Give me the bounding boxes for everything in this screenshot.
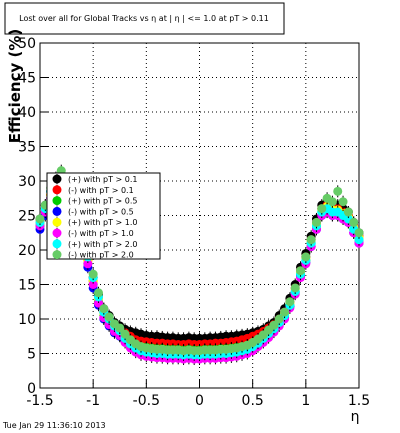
x-tick-labels: -1.5 -1 -0.5 0 0.5 1 1.5: [26, 393, 370, 409]
x-tick-label: -0.5: [133, 393, 160, 409]
data-point: [35, 214, 45, 224]
data-point: [88, 280, 98, 289]
data-point: [269, 320, 279, 330]
legend-marker: [52, 239, 62, 249]
y-tick-label: 45: [18, 71, 36, 87]
data-point: [274, 314, 284, 324]
y-tick-label: 15: [18, 278, 36, 294]
data-point: [285, 297, 295, 307]
legend-item: (-) with pT > 0.5: [52, 206, 134, 217]
legend-label: (+) with pT > 1.0: [68, 218, 137, 227]
data-point: [354, 235, 364, 245]
x-tick-label: 1: [301, 393, 310, 409]
data-point: [327, 197, 337, 207]
legend-label: (-) with pT > 0.5: [68, 207, 134, 216]
y-tick-label: 25: [18, 209, 36, 225]
x-tick-label: -1.5: [26, 393, 53, 409]
data-point: [317, 204, 327, 214]
data-point: [280, 307, 290, 317]
y-tick-label: 40: [18, 105, 36, 121]
x-axis-label: η: [351, 409, 360, 425]
legend: (+) with pT > 0.1 (-) with pT > 0.1 (+) wi…: [46, 172, 161, 260]
data-point: [83, 259, 93, 269]
x-tick-label: -1: [86, 393, 100, 409]
legend-item: (-) with pT > 0.1: [52, 184, 134, 195]
legend-label: (-) with pT > 0.1: [68, 186, 134, 195]
legend-item: (-) with pT > 2.0: [52, 249, 134, 260]
data-point: [296, 266, 306, 276]
y-tick-label: 50: [18, 36, 36, 52]
data-point: [104, 312, 114, 322]
legend-marker: [52, 250, 62, 260]
chart-title: Lost over all for Global Tracks vs η at …: [19, 14, 269, 23]
legend-label: (+) with pT > 2.0: [68, 240, 137, 249]
data-point: [306, 235, 316, 245]
y-tick-label: 0: [27, 381, 36, 397]
x-tick-label: 1.5: [348, 393, 370, 409]
data-point: [301, 252, 311, 262]
legend-label: (-) with pT > 2.0: [68, 251, 134, 260]
legend-item: (+) with pT > 0.5: [52, 195, 137, 206]
data-point: [343, 207, 353, 217]
legend-marker: [52, 185, 62, 195]
legend-label: (+) with pT > 0.5: [68, 197, 137, 206]
legend-marker: [52, 174, 62, 184]
legend-item: (+) with pT > 1.0: [52, 217, 137, 228]
x-tick-label: 0: [195, 393, 204, 409]
data-point: [99, 304, 109, 314]
legend-item: (-) with pT > 1.0: [52, 228, 134, 238]
y-tick-label: 10: [18, 312, 36, 328]
legend-item: (+) with pT > 2.0: [52, 238, 137, 249]
data-point: [338, 197, 348, 207]
data-point: [115, 323, 125, 333]
x-tick-label: 0.5: [242, 393, 264, 409]
legend-label: (-) with pT > 1.0: [68, 229, 134, 238]
legend-marker: [52, 196, 62, 206]
legend-marker: [52, 228, 62, 238]
data-point: [333, 186, 343, 196]
data-point: [88, 269, 98, 279]
y-tick-label: 35: [18, 140, 36, 156]
y-tick-label: 20: [18, 243, 36, 259]
legend-box: [46, 172, 161, 260]
timestamp: Tue Jan 29 11:36:10 2013: [2, 421, 106, 430]
data-point: [290, 283, 300, 293]
y-axis-label: Efficiency (%): [6, 29, 24, 144]
data-points: [35, 164, 364, 366]
legend-marker: [52, 217, 62, 227]
data-point: [311, 217, 321, 227]
data-point: [349, 217, 359, 227]
y-tick-label: 30: [18, 174, 36, 190]
data-point: [93, 288, 103, 298]
y-tick-labels: 0 5 10 15 20 25 30 35 40 45 50: [18, 36, 36, 397]
legend-label: (+) with pT > 0.1: [68, 175, 137, 184]
data-point: [354, 228, 364, 238]
legend-marker: [52, 206, 62, 216]
title-box: [4, 2, 285, 35]
y-tick-label: 5: [27, 347, 36, 363]
legend-item: (+) with pT > 0.1: [52, 174, 137, 184]
